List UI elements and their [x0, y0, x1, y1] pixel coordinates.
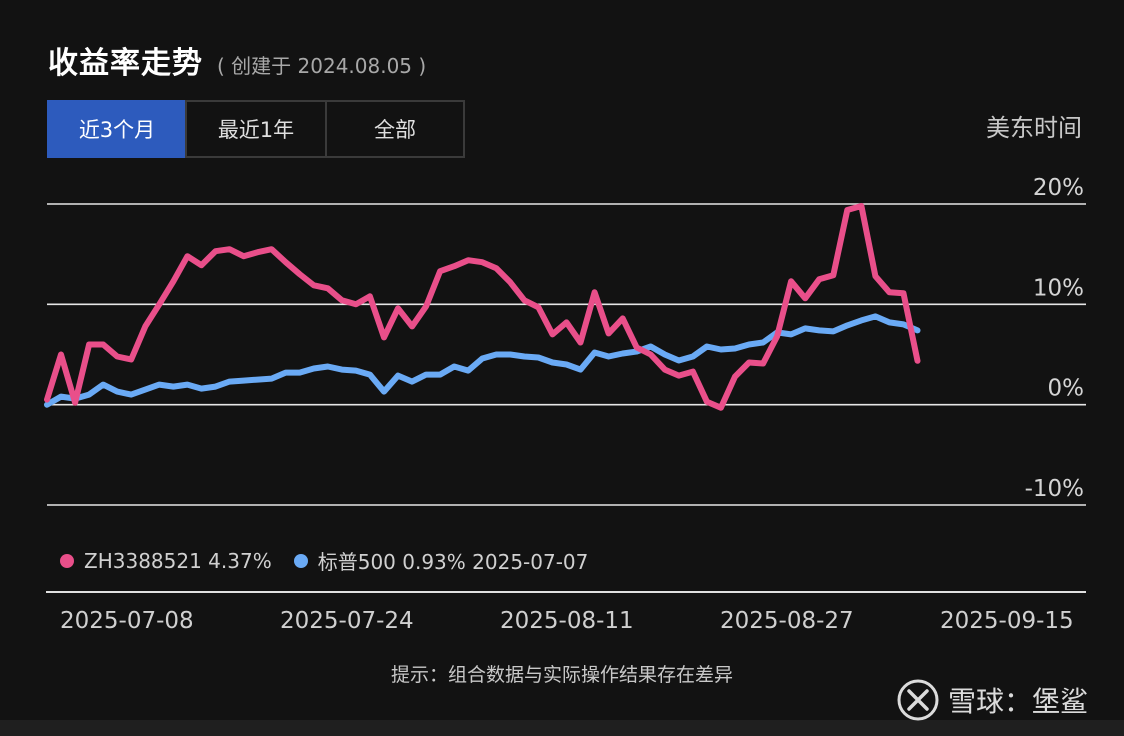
legend-dot-portfolio	[60, 553, 74, 568]
tab-all[interactable]: 全部	[325, 100, 465, 158]
series-lines	[44, 203, 921, 411]
y-tick-label: 0%	[1048, 376, 1085, 402]
page-title: 收益率走势	[48, 46, 203, 81]
x-tick-label: 2025-08-11	[500, 608, 634, 634]
snowball-logo-icon	[897, 679, 939, 721]
timezone-label: 美东时间	[986, 114, 1082, 142]
legend-item-portfolio: ZH3388521 4.37%	[60, 549, 272, 573]
legend-label-portfolio: ZH3388521 4.37%	[84, 548, 272, 573]
y-tick-label: -10%	[1025, 476, 1084, 502]
disclaimer-note: 提示：组合数据与实际操作结果存在差异	[390, 664, 733, 686]
y-axis-labels: 20% 10% 0% -10%	[1025, 175, 1084, 502]
y-tick-label: 20%	[1033, 175, 1084, 201]
legend-item-sp500: 标普500 0.93% 2025-07-07	[293, 546, 589, 575]
grid-lines	[47, 203, 1086, 506]
legend-label-sp500: 标普500 0.93% 2025-07-07	[317, 550, 589, 574]
tab-label: 近3个月	[78, 118, 156, 142]
x-tick-label: 2025-09-15	[940, 608, 1074, 634]
x-tick-label: 2025-07-24	[280, 608, 414, 634]
x-tick-label: 2025-08-27	[720, 608, 854, 634]
x-tick-label: 2025-07-08	[60, 608, 194, 634]
watermark: 雪球：堡鲨	[896, 678, 1088, 722]
legend-dot-sp500	[293, 553, 308, 568]
chart-plot: 20% 10% 0% -10%	[44, 175, 1086, 506]
created-date-subtitle: ( 创建于 2024.08.05 )	[217, 54, 427, 78]
chart-legend: ZH3388521 4.37% 标普500 0.93% 2025-07-07	[60, 546, 610, 575]
y-tick-label: 10%	[1033, 275, 1084, 301]
series-line-portfolio	[44, 203, 921, 411]
legend-divider	[46, 591, 1086, 593]
title-row: 收益率走势 ( 创建于 2024.08.05 )	[48, 38, 427, 81]
tab-label: 全部	[374, 118, 416, 142]
chart-card	[0, 0, 1124, 720]
time-range-tabs: 近3个月 最近1年 全部	[47, 100, 465, 158]
tab-label: 最近1年	[217, 118, 295, 142]
series-line-sp500	[44, 313, 921, 408]
watermark-text: 雪球：堡鲨	[947, 685, 1088, 718]
